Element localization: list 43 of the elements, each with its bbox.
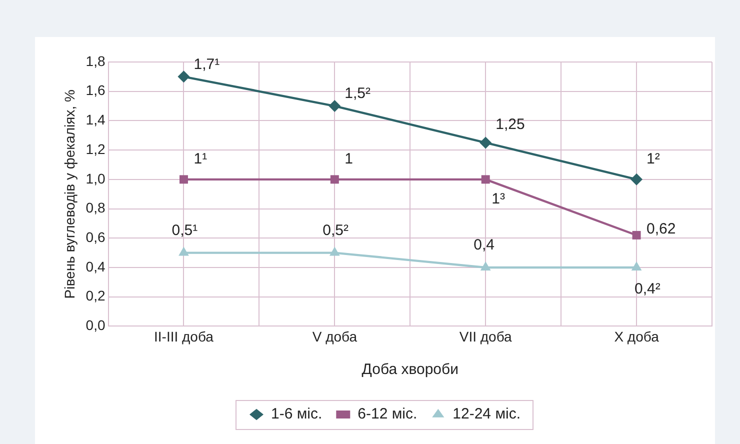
legend-label: 6-12 міс. — [358, 406, 418, 423]
data-label: 0,62 — [646, 220, 676, 238]
data-label: 1² — [646, 150, 660, 168]
y-tick-label: 0,0 — [86, 317, 106, 334]
data-label: 0,4² — [634, 280, 660, 298]
point — [480, 136, 492, 149]
point — [178, 246, 189, 256]
data-label: 1,5² — [344, 85, 371, 102]
point — [329, 246, 340, 256]
legend-label: 12-24 міс. — [452, 406, 521, 423]
data-label: 1,7¹ — [194, 56, 220, 73]
data-label: 0,5¹ — [172, 222, 198, 239]
x-tick-label: X доба — [614, 328, 660, 344]
y-tick-label: 1,4 — [86, 112, 106, 128]
x-axis-title: Доба хвороби — [362, 361, 458, 378]
point — [631, 261, 642, 270]
y-tick-label: 0,4 — [86, 258, 106, 274]
x-tick-label: VII доба — [459, 328, 512, 344]
y-tick-label: 0,8 — [86, 200, 106, 216]
x-tick-label: V доба — [312, 328, 358, 344]
point — [630, 173, 643, 186]
point — [480, 261, 491, 270]
point — [481, 175, 490, 184]
data-label: 1 — [344, 150, 354, 168]
data-label: 1¹ — [194, 150, 208, 168]
y-tick-label: 1,6 — [86, 82, 106, 98]
point — [330, 175, 339, 184]
point — [632, 230, 641, 240]
data-label: 0,5² — [322, 222, 349, 239]
x-tick-label: II-III доба — [154, 328, 214, 344]
legend-label: 1-6 міс. — [270, 406, 322, 423]
point — [178, 70, 190, 83]
data-label: 1³ — [492, 190, 505, 208]
point — [179, 175, 188, 184]
y-tick-label: 0,6 — [86, 228, 106, 245]
point — [328, 100, 341, 112]
data-label: 0,4 — [474, 236, 494, 254]
y-tick-label: 1,8 — [86, 52, 106, 69]
data-label: 1,25 — [496, 116, 525, 133]
y-tick-label: 1,2 — [86, 140, 106, 157]
y-axis-title: Рівень вуглеводів у фекаліях, % — [61, 90, 78, 299]
y-tick-label: 1,0 — [86, 170, 106, 186]
y-tick-label: 0,2 — [86, 288, 106, 304]
